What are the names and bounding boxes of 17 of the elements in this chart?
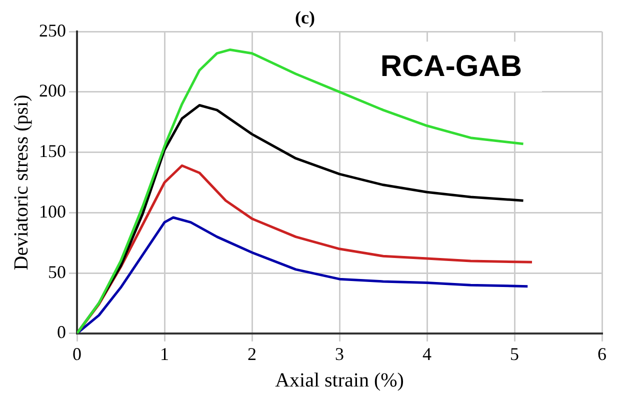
- y-tick-label: 50: [48, 262, 66, 282]
- x-tick-label: 4: [422, 344, 432, 364]
- chart-title: (c): [295, 7, 315, 28]
- x-tick-label: 3: [335, 344, 344, 364]
- x-tick-label: 0: [72, 344, 82, 364]
- y-tick-label: 150: [39, 141, 66, 162]
- x-tick-label: 5: [510, 344, 519, 364]
- y-tick-label: 200: [39, 80, 66, 101]
- x-tick-label: 2: [248, 344, 256, 364]
- y-tick-label: 250: [39, 20, 66, 40]
- y-tick-label: 100: [39, 201, 66, 222]
- x-axis-title: Axial strain (%): [275, 369, 404, 392]
- x-tick-label: 6: [598, 344, 606, 364]
- annotation: RCA-GAB: [380, 50, 522, 83]
- y-axis-title: Deviatoric stress (psi): [10, 94, 32, 270]
- x-tick-label: 1: [160, 344, 169, 364]
- y-tick-label: 0: [57, 322, 66, 342]
